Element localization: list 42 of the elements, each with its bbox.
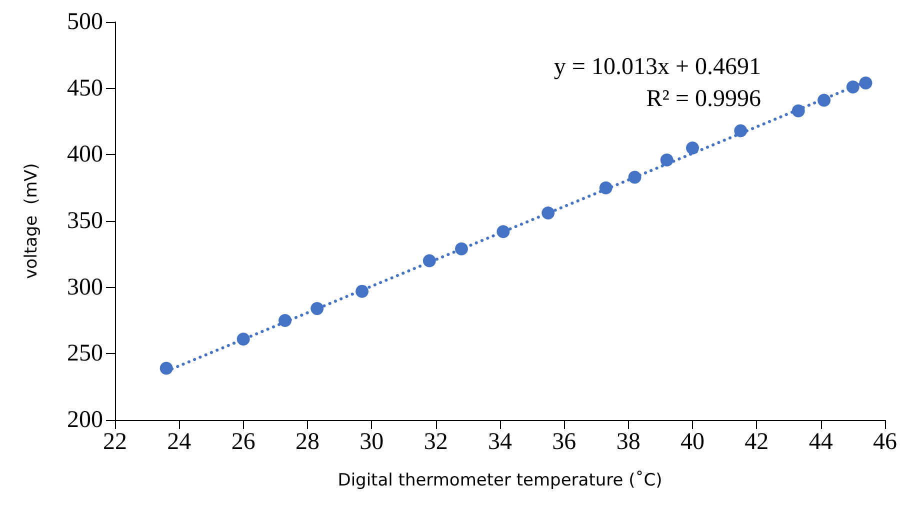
point [859,76,872,90]
point [846,80,860,94]
point [792,104,805,118]
annotation: R² = 0.9996 [646,86,762,112]
point [422,254,436,268]
point [160,362,173,375]
x-tick-label: 46 [873,429,897,455]
y-tick-label: 250 [67,340,103,367]
x-tick-label: 22 [103,429,127,455]
x-tick-label: 32 [424,429,448,455]
y-tick-label: 450 [67,75,103,102]
y-tick-label: 350 [67,208,103,234]
x-axis-title: Digital thermometer temperature (˚C) [338,470,662,490]
point [734,124,748,138]
point [278,314,292,327]
y-tick-label: 300 [67,274,103,300]
x-tick-label: 34 [488,429,512,455]
annotation: y = 10.013x + 0.4691 [554,54,762,80]
point [496,225,510,238]
point [310,302,324,316]
point [236,332,250,346]
y-tick-label: 500 [67,9,103,35]
x-tick-label: 40 [680,429,704,455]
point [599,181,612,194]
point [818,94,831,107]
point [660,153,674,166]
x-tick-label: 36 [552,429,576,455]
x-tick-label: 24 [167,429,192,455]
point [542,206,555,220]
point [455,242,468,256]
x-tick-label: 30 [360,429,384,455]
x-tick-label: 38 [616,429,640,455]
x-tick-label: 26 [231,429,256,455]
y-axis-title: voltage (mV) [22,163,42,279]
y-tick-label: 400 [67,142,103,168]
y-tick-label: 200 [67,407,103,433]
point [356,284,369,298]
point [686,142,699,155]
x-tick-label: 28 [296,429,320,455]
x-tick-label: 42 [744,429,769,455]
point [628,170,642,184]
x-tick-label: 44 [808,429,833,455]
